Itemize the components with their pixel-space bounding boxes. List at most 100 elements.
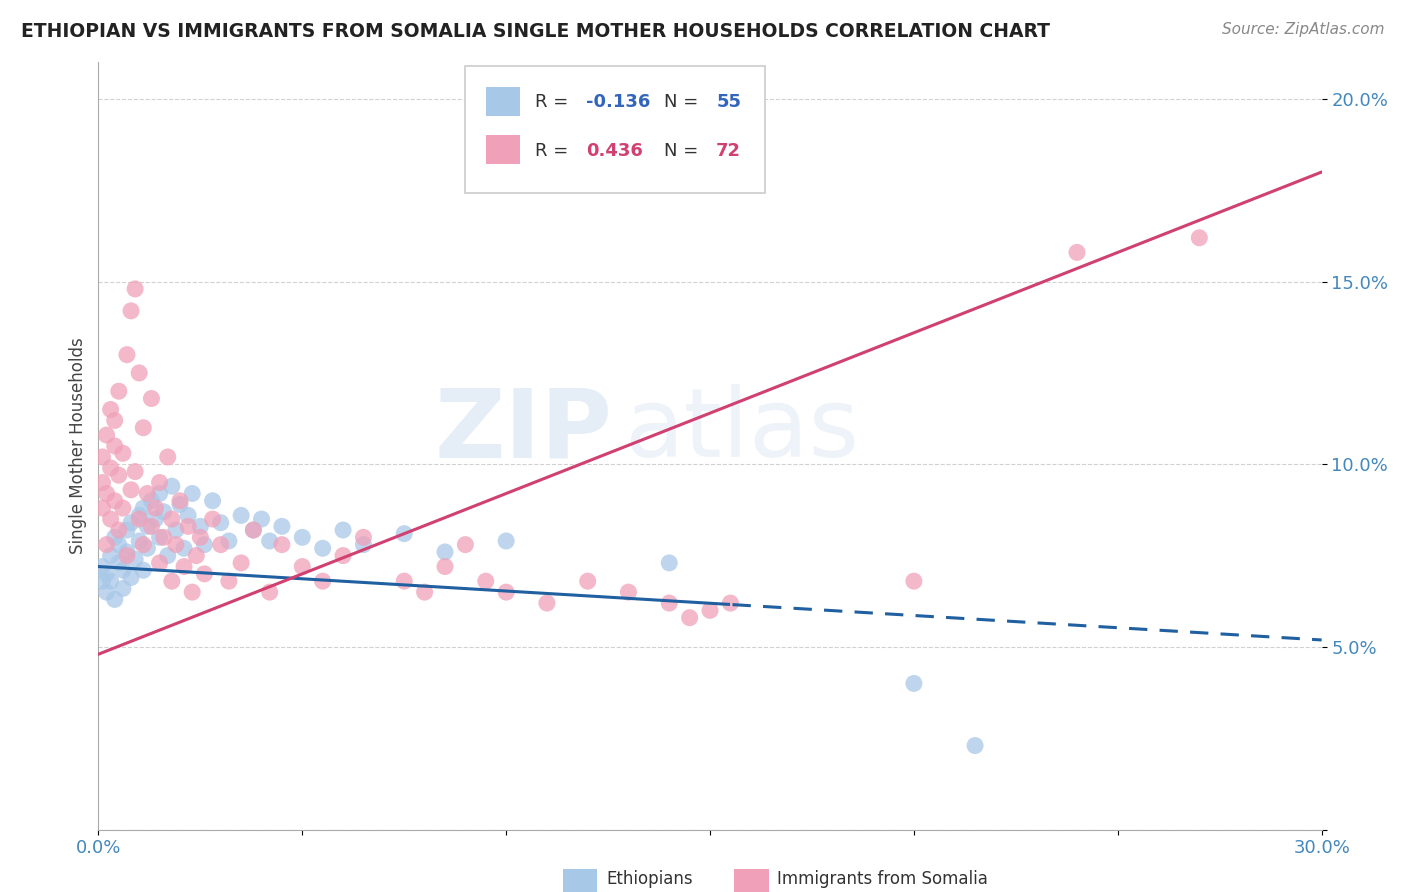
Point <box>291 559 314 574</box>
Point <box>454 538 477 552</box>
Point <box>495 533 517 548</box>
Point <box>141 493 163 508</box>
Point <box>169 498 191 512</box>
Point <box>100 402 122 417</box>
Point <box>181 486 204 500</box>
Point <box>193 566 215 581</box>
Point <box>617 585 640 599</box>
Point <box>128 508 150 523</box>
Point <box>149 530 172 544</box>
Point <box>201 493 224 508</box>
Text: Source: ZipAtlas.com: Source: ZipAtlas.com <box>1222 22 1385 37</box>
Point <box>136 519 159 533</box>
Point <box>120 570 142 584</box>
Point <box>152 505 174 519</box>
Point <box>115 549 138 563</box>
Point <box>141 519 163 533</box>
Text: -0.136: -0.136 <box>586 94 651 112</box>
Point <box>173 541 195 556</box>
Text: atlas: atlas <box>624 384 859 477</box>
Point <box>124 282 146 296</box>
Point <box>145 501 167 516</box>
Text: N =: N = <box>664 142 703 160</box>
Point <box>270 519 294 533</box>
Point <box>108 523 131 537</box>
FancyBboxPatch shape <box>564 869 598 892</box>
Point <box>156 450 179 464</box>
Point <box>332 523 354 537</box>
Point <box>104 493 127 508</box>
Point <box>96 428 118 442</box>
Point <box>903 676 925 690</box>
Point <box>270 538 294 552</box>
Point <box>434 545 457 559</box>
Point <box>536 596 558 610</box>
Text: R =: R = <box>536 142 574 160</box>
Point <box>149 556 172 570</box>
Point <box>658 596 681 610</box>
Point <box>128 512 150 526</box>
Point <box>152 530 174 544</box>
Point <box>111 446 134 460</box>
Point <box>91 450 114 464</box>
Point <box>201 512 224 526</box>
Point <box>291 530 314 544</box>
Point <box>111 501 134 516</box>
Point <box>218 533 240 548</box>
Point <box>149 486 172 500</box>
Point <box>474 574 498 589</box>
Point <box>111 582 134 596</box>
Point <box>352 538 374 552</box>
Point <box>1066 245 1088 260</box>
Point <box>91 501 114 516</box>
Point <box>188 519 212 533</box>
Point <box>160 574 183 589</box>
Point <box>108 384 131 399</box>
Point <box>115 545 138 559</box>
Point <box>679 610 702 624</box>
Point <box>1188 231 1211 245</box>
Y-axis label: Single Mother Households: Single Mother Households <box>69 338 87 554</box>
Point <box>124 465 146 479</box>
Point <box>108 538 131 552</box>
Text: 0.436: 0.436 <box>586 142 644 160</box>
Point <box>91 559 114 574</box>
Point <box>100 549 122 563</box>
Point <box>193 538 215 552</box>
Point <box>413 585 436 599</box>
Point <box>332 549 354 563</box>
FancyBboxPatch shape <box>734 869 769 892</box>
Point <box>209 538 232 552</box>
Point <box>136 541 159 556</box>
Point <box>177 519 200 533</box>
Point <box>165 523 187 537</box>
Point <box>132 501 155 516</box>
FancyBboxPatch shape <box>486 136 520 164</box>
Point <box>128 533 150 548</box>
Point <box>718 596 742 610</box>
Point <box>104 439 127 453</box>
Point <box>96 486 118 500</box>
Text: R =: R = <box>536 94 574 112</box>
Point <box>965 739 987 753</box>
Point <box>111 563 134 577</box>
Point <box>242 523 264 537</box>
FancyBboxPatch shape <box>486 87 520 116</box>
Point <box>231 508 253 523</box>
Point <box>96 566 118 581</box>
Text: 55: 55 <box>716 94 741 112</box>
Point <box>128 366 150 380</box>
Point <box>177 508 200 523</box>
Point <box>312 574 335 589</box>
Point <box>209 516 232 530</box>
Point <box>104 413 127 427</box>
Point <box>136 486 159 500</box>
Point <box>218 574 240 589</box>
Text: ETHIOPIAN VS IMMIGRANTS FROM SOMALIA SINGLE MOTHER HOUSEHOLDS CORRELATION CHART: ETHIOPIAN VS IMMIGRANTS FROM SOMALIA SIN… <box>21 22 1050 41</box>
Point <box>145 512 167 526</box>
Point <box>576 574 599 589</box>
Point <box>108 556 131 570</box>
Point <box>124 552 146 566</box>
Point <box>392 574 416 589</box>
Point <box>96 585 118 599</box>
